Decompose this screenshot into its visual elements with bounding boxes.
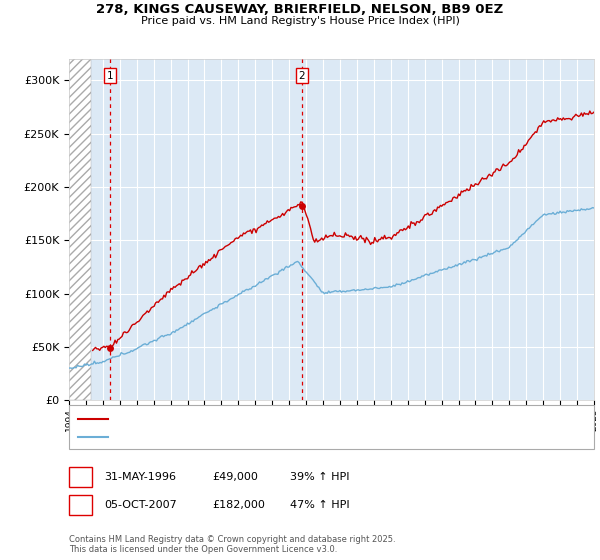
Text: Contains HM Land Registry data © Crown copyright and database right 2025.
This d: Contains HM Land Registry data © Crown c…: [69, 535, 395, 554]
Text: 31-MAY-1996: 31-MAY-1996: [104, 472, 176, 482]
Text: 2: 2: [299, 71, 305, 81]
Text: 2: 2: [77, 500, 84, 510]
Text: 1: 1: [107, 71, 113, 81]
Text: HPI: Average price, semi-detached house, Pendle: HPI: Average price, semi-detached house,…: [114, 432, 359, 442]
Bar: [69, 59, 91, 400]
Text: Price paid vs. HM Land Registry's House Price Index (HPI): Price paid vs. HM Land Registry's House …: [140, 16, 460, 26]
Text: 1: 1: [77, 472, 84, 482]
Text: £182,000: £182,000: [212, 500, 265, 510]
Text: 39% ↑ HPI: 39% ↑ HPI: [290, 472, 349, 482]
Text: 05-OCT-2007: 05-OCT-2007: [104, 500, 176, 510]
Text: 47% ↑ HPI: 47% ↑ HPI: [290, 500, 349, 510]
Text: £49,000: £49,000: [212, 472, 257, 482]
Text: 278, KINGS CAUSEWAY, BRIERFIELD, NELSON, BB9 0EZ (semi-detached house): 278, KINGS CAUSEWAY, BRIERFIELD, NELSON,…: [114, 413, 507, 423]
Text: 278, KINGS CAUSEWAY, BRIERFIELD, NELSON, BB9 0EZ: 278, KINGS CAUSEWAY, BRIERFIELD, NELSON,…: [97, 3, 503, 16]
